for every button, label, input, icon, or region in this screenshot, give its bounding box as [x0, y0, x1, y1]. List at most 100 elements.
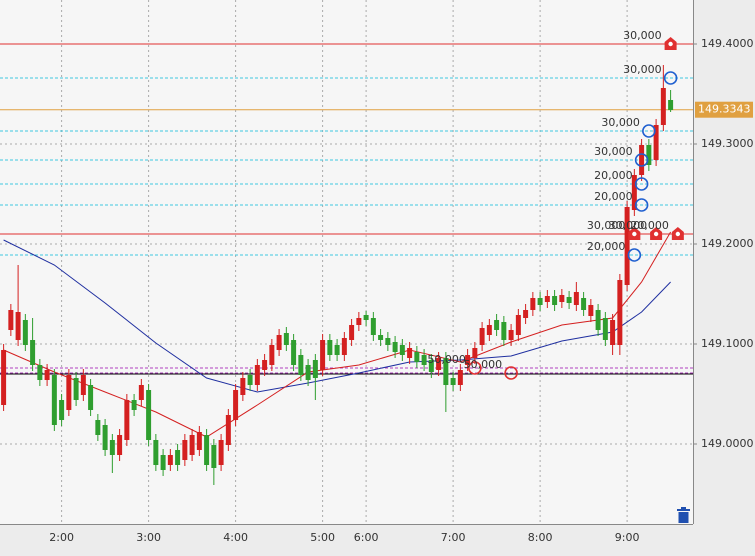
candle-body: [1, 350, 7, 405]
candle-body: [530, 298, 536, 310]
candle-body: [95, 420, 101, 435]
trash-handle: [681, 507, 686, 509]
candle-body: [479, 328, 485, 345]
order-label: 20,000: [594, 190, 633, 203]
order-marker-dot: [653, 231, 659, 237]
candle-body: [233, 390, 239, 420]
candle-body: [320, 340, 326, 370]
candle-body: [160, 455, 166, 470]
candle-body: [602, 318, 608, 340]
candle-body: [196, 432, 202, 450]
x-tick-label: 7:00: [441, 531, 466, 544]
candle-body: [363, 315, 369, 320]
candle-body: [15, 312, 21, 340]
current-price-box: [695, 101, 753, 118]
candle-body: [204, 435, 210, 465]
candle-body: [559, 295, 565, 302]
candle-body: [399, 345, 405, 355]
order-marker-dot: [632, 231, 637, 237]
candle-body: [8, 310, 14, 330]
candle-body: [131, 400, 137, 410]
candle-body: [225, 415, 231, 445]
candle-body: [617, 280, 623, 345]
candle-body: [254, 365, 260, 385]
candle-body: [66, 375, 72, 410]
x-tick-label: 2:00: [49, 531, 74, 544]
order-label: 30,000: [623, 63, 662, 76]
candle-body: [392, 342, 398, 352]
candle-body: [109, 440, 115, 455]
candle-body: [175, 450, 181, 465]
candle-body: [341, 338, 347, 355]
candle-body: [30, 340, 36, 365]
candle-body: [240, 378, 246, 395]
candle-body: [124, 400, 130, 440]
candle-body: [283, 333, 289, 345]
candle-body: [407, 348, 413, 358]
candle-body: [182, 440, 188, 460]
candle-body: [595, 310, 601, 330]
y-tick-label: 149.0000: [701, 437, 754, 450]
candle-body: [472, 348, 478, 358]
candle-body: [457, 370, 463, 385]
y-tick-label: 149.3000: [701, 137, 754, 150]
candle-body: [262, 360, 268, 370]
candle-body: [501, 322, 507, 340]
candle-body: [88, 385, 94, 410]
candle-body: [102, 425, 108, 450]
candle-body: [428, 360, 434, 372]
candle-body: [624, 207, 630, 285]
order-label: 30,000: [623, 29, 662, 42]
candle-body: [356, 318, 362, 325]
order-label: 30,000: [601, 116, 640, 129]
x-tick-label: 9:00: [615, 531, 640, 544]
candle-body: [334, 345, 340, 355]
candle-body: [37, 365, 43, 380]
candle-body: [349, 325, 355, 340]
candle-body: [573, 292, 579, 305]
order-marker-dot: [675, 231, 681, 237]
candle-body: [291, 340, 297, 365]
order-label: 20,000: [594, 169, 633, 182]
candle-body: [581, 298, 587, 310]
order-label: 20,000: [630, 219, 669, 232]
order-marker: [663, 71, 678, 85]
candle-body: [189, 435, 195, 455]
candle-body: [537, 298, 543, 305]
candle-body: [73, 378, 79, 400]
order-marker: [504, 366, 518, 380]
candle-body: [153, 440, 159, 465]
order-marker: [468, 361, 482, 375]
order-marker: [642, 124, 656, 138]
candle-body: [305, 365, 311, 380]
moving-average: [3, 239, 671, 393]
candle-body: [22, 320, 28, 345]
x-tick-label: 6:00: [354, 531, 379, 544]
order-marker-dot: [668, 41, 673, 47]
candle-body: [51, 375, 57, 425]
trash-icon[interactable]: [677, 507, 690, 523]
candle-body: [218, 440, 224, 465]
candle-body: [566, 297, 572, 303]
plot-area: [0, 0, 693, 524]
candle-body: [523, 310, 529, 318]
candle-body: [610, 320, 616, 345]
order-label: 30,000: [594, 145, 633, 158]
candle-body: [370, 318, 376, 335]
candle-body: [668, 100, 674, 110]
x-tick-label: 3:00: [136, 531, 161, 544]
candle-body: [544, 296, 550, 302]
candle-body: [660, 88, 666, 125]
candle-body: [167, 455, 173, 465]
candle-body: [486, 325, 492, 335]
order-label: 50,000: [427, 353, 466, 366]
x-tick-label: 5:00: [310, 531, 335, 544]
candle-body: [385, 338, 391, 345]
candle-body: [312, 360, 318, 378]
candle-body: [552, 296, 558, 305]
candle-body: [465, 355, 471, 365]
candle-body: [508, 330, 514, 340]
candle-body: [138, 385, 144, 400]
y-tick-label: 149.4000: [701, 37, 754, 50]
order-marker: [634, 177, 649, 191]
